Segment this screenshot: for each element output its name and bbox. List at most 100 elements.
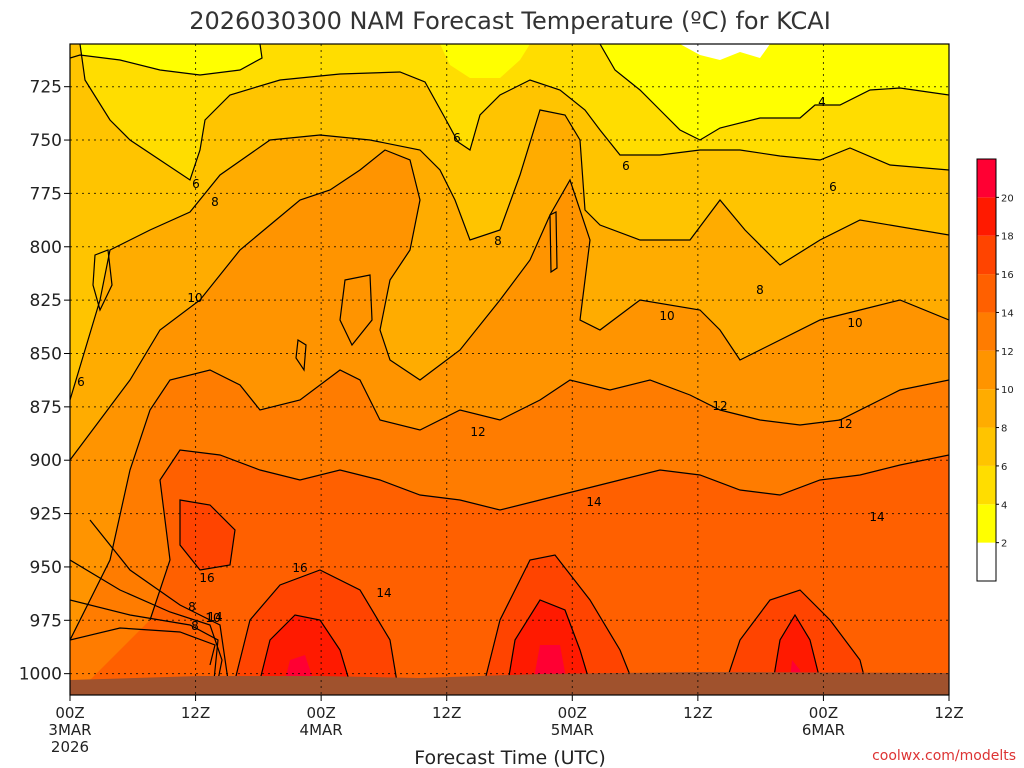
y-tick-label: 850: [30, 344, 62, 364]
contour-18: [505, 599, 595, 695]
colorbar-frame: [976, 158, 997, 582]
x-tick-label: 6MAR: [802, 721, 845, 739]
contour-label: 10: [659, 309, 674, 323]
contour-label: 10: [847, 316, 862, 330]
contour-eddy: [92, 249, 113, 312]
contour-label: 16: [292, 561, 307, 575]
contour-label: 8: [188, 600, 196, 614]
contour-label: 14: [586, 495, 601, 509]
contour-6: [79, 44, 949, 181]
colorbar-label: 12: [1001, 347, 1014, 358]
contour-low-8: [70, 599, 219, 681]
y-tick-label: 775: [30, 184, 62, 204]
contour-18: [255, 614, 355, 695]
colorbar-label: 6: [1001, 462, 1007, 473]
colorbar-label: 16: [1001, 270, 1014, 281]
colorbar-label: 8: [1001, 424, 1007, 435]
contour-16: [179, 499, 236, 571]
band-below-4: [600, 44, 949, 140]
contour-16: [480, 554, 639, 695]
colorbar-label: 10: [1001, 385, 1014, 396]
contour-low-12: [89, 519, 229, 681]
colorbar-swatch: [977, 274, 996, 313]
plot-frame: [69, 43, 950, 696]
x-tick-label: 4MAR: [300, 721, 343, 739]
x-tick-label: 00Z: [55, 704, 84, 722]
contour-label: 12: [712, 399, 727, 413]
x-axis-label: Forecast Time (UTC): [414, 747, 605, 768]
x-tick-label: 00Z: [558, 704, 587, 722]
contour-label: 14: [376, 586, 391, 600]
x-tick-label: 12Z: [934, 704, 963, 722]
contour-eddy: [295, 338, 307, 372]
terrain: [70, 672, 949, 695]
y-tick-label: 750: [30, 131, 62, 151]
band-below-2: [680, 44, 770, 60]
colorbar-label: 18: [1001, 232, 1014, 243]
contour-low-6: [70, 627, 216, 666]
y-tick-label: 725: [30, 78, 62, 98]
y-tick-label: 825: [30, 291, 62, 311]
x-tick-label: 2026: [51, 738, 89, 756]
contour-10: [70, 149, 949, 461]
contour-label: 16: [199, 571, 214, 585]
contour-12: [70, 369, 949, 641]
contour-label: 6: [192, 177, 200, 191]
colorbar-swatch: [977, 312, 996, 351]
colorbar-swatch: [977, 427, 996, 466]
contour-label: 8: [756, 283, 764, 297]
contour-label: 6: [829, 180, 837, 194]
x-tick-label: 12Z: [432, 704, 461, 722]
x-tick-label: 12Z: [683, 704, 712, 722]
contour-label: 4: [818, 95, 826, 109]
x-tick-label: 00Z: [809, 704, 838, 722]
chart-title: 2026030300 NAM Forecast Temperature (ºC)…: [189, 7, 831, 35]
colorbar-swatch: [977, 389, 996, 428]
colorbar-swatch: [977, 159, 996, 198]
band-below-4: [440, 44, 530, 78]
band-below-4: [70, 44, 262, 75]
contour-label: 6: [77, 375, 85, 389]
colorbar-swatch: [977, 504, 996, 543]
watermark: coolwx.com/modelts: [872, 748, 1016, 764]
band-18-20: [256, 615, 354, 695]
contour-label: 8: [494, 234, 502, 248]
contour-low-10: [70, 559, 223, 681]
y-tick-label: 800: [30, 238, 62, 258]
colorbar-label: 4: [1001, 500, 1007, 511]
y-tick-label: 875: [30, 398, 62, 418]
contour-16: [721, 589, 870, 695]
colorbar-label: 20: [1001, 193, 1014, 204]
contour-label: 6: [453, 131, 461, 145]
y-axis: 725 750 775 800 825 850 875 900 925 950 975 1000: [19, 78, 70, 685]
x-tick-label: 00Z: [306, 704, 335, 722]
y-tick-label: 925: [30, 505, 62, 525]
colorbar-swatch: [977, 235, 996, 275]
contour-14: [149, 449, 949, 621]
contour-label: 10: [205, 611, 220, 625]
contour-18: [770, 613, 825, 695]
contour-label: 14: [869, 510, 884, 524]
contour-eddy: [549, 211, 558, 274]
contour-label: 12: [837, 417, 852, 431]
colorbar-swatch: [977, 350, 996, 390]
band-16-18: [180, 500, 235, 570]
y-tick-label: 975: [30, 611, 62, 631]
colorbar: 2 4 6 8 10 12 14 16 18 20: [976, 158, 1014, 582]
contour-8: [70, 109, 949, 401]
colorbar-swatch: [977, 465, 996, 505]
contour-eddy: [339, 274, 373, 347]
contour-4: [70, 44, 263, 76]
x-tick-label: 12Z: [181, 704, 210, 722]
colorbar-label: 14: [1001, 308, 1014, 319]
contour-lines: [70, 44, 949, 695]
y-tick-label: 950: [30, 558, 62, 578]
y-tick-label: 1000: [19, 665, 62, 685]
contour-label: 6: [622, 159, 630, 173]
x-tick-label: 5MAR: [551, 721, 594, 739]
colorbar-swatch: [977, 542, 996, 581]
contour-label: 12: [470, 425, 485, 439]
